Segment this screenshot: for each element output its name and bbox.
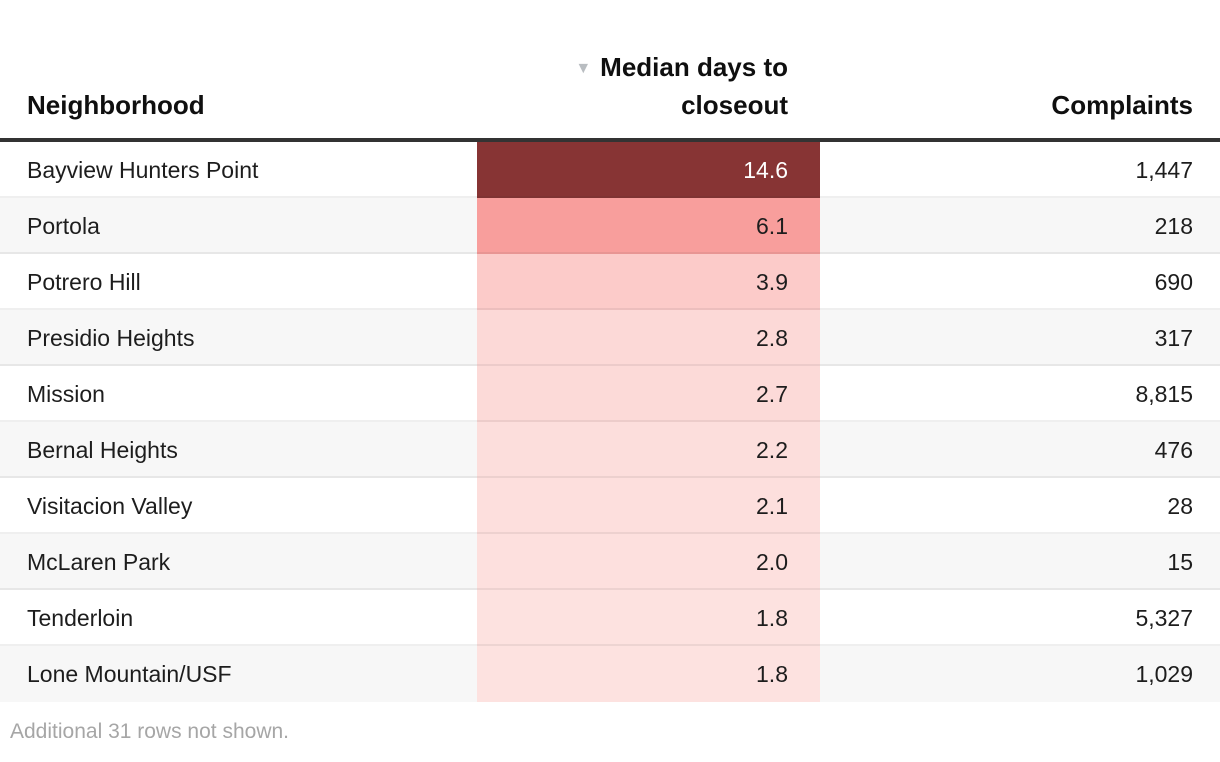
- median-days-heat-cell: 2.0: [477, 534, 820, 590]
- column-header-neighborhood[interactable]: Neighborhood: [27, 90, 205, 120]
- complaints-cell: 1,029: [1135, 660, 1193, 687]
- table-row: Tenderloin 1.8 5,327: [0, 590, 1220, 646]
- table-row: Portola 6.1 218: [0, 198, 1220, 254]
- table-body: Bayview Hunters Point 14.6 1,447 Portola…: [0, 142, 1220, 702]
- median-days-heat-cell: 14.6: [477, 142, 820, 198]
- table-row: Visitacion Valley 2.1 28: [0, 478, 1220, 534]
- neighborhood-cell: Portola: [27, 212, 100, 239]
- column-header-median-days[interactable]: ▼ Median days to closeout: [477, 49, 820, 138]
- neighborhood-cell: Bayview Hunters Point: [27, 156, 259, 183]
- table-row: Bernal Heights 2.2 476: [0, 422, 1220, 478]
- table-header-row: Neighborhood ▼ Median days to closeout Co…: [0, 0, 1220, 142]
- median-days-heat-cell: 2.7: [477, 366, 820, 422]
- median-days-heat-cell: 3.9: [477, 254, 820, 310]
- neighborhood-cell: Potrero Hill: [27, 268, 141, 295]
- neighborhood-cell: Visitacion Valley: [27, 492, 193, 519]
- neighborhood-cell: Tenderloin: [27, 604, 134, 631]
- sort-descending-icon: ▼: [575, 60, 592, 77]
- complaints-cell: 1,447: [1135, 156, 1193, 183]
- neighborhood-cell: Bernal Heights: [27, 436, 178, 463]
- neighborhood-cell: Presidio Heights: [27, 324, 195, 351]
- neighborhood-cell: Lone Mountain/USF: [27, 660, 232, 687]
- table-row: Lone Mountain/USF 1.8 1,029: [0, 646, 1220, 702]
- median-days-heat-cell: 1.8: [477, 590, 820, 646]
- median-days-heat-cell: 2.2: [477, 422, 820, 478]
- table-row: Bayview Hunters Point 14.6 1,447: [0, 142, 1220, 198]
- median-days-heat-cell: 6.1: [477, 198, 820, 254]
- table-row: Mission 2.7 8,815: [0, 366, 1220, 422]
- complaints-cell: 28: [1167, 492, 1193, 519]
- table-row: Potrero Hill 3.9 690: [0, 254, 1220, 310]
- neighborhood-cell: Mission: [27, 380, 105, 407]
- complaints-cell: 8,815: [1135, 380, 1193, 407]
- table-row: McLaren Park 2.0 15: [0, 534, 1220, 590]
- neighborhood-cell: McLaren Park: [27, 548, 171, 575]
- complaints-cell: 317: [1154, 324, 1193, 351]
- complaints-cell: 690: [1154, 268, 1193, 295]
- median-days-heat-cell: 1.8: [477, 646, 820, 702]
- complaints-cell: 476: [1154, 436, 1193, 463]
- complaints-cell: 218: [1154, 212, 1193, 239]
- additional-rows-note: Additional 31 rows not shown.: [10, 720, 289, 743]
- column-header-complaints[interactable]: Complaints: [1051, 90, 1193, 120]
- median-days-heat-cell: 2.8: [477, 310, 820, 366]
- table-row: Presidio Heights 2.8 317: [0, 310, 1220, 366]
- median-header-line1: Median days to: [600, 52, 788, 82]
- median-days-heat-cell: 2.1: [477, 478, 820, 534]
- neighborhood-complaints-table: Neighborhood ▼ Median days to closeout Co…: [0, 0, 1220, 702]
- complaints-cell: 5,327: [1135, 604, 1193, 631]
- median-header-line2: closeout: [681, 90, 788, 120]
- complaints-cell: 15: [1167, 548, 1193, 575]
